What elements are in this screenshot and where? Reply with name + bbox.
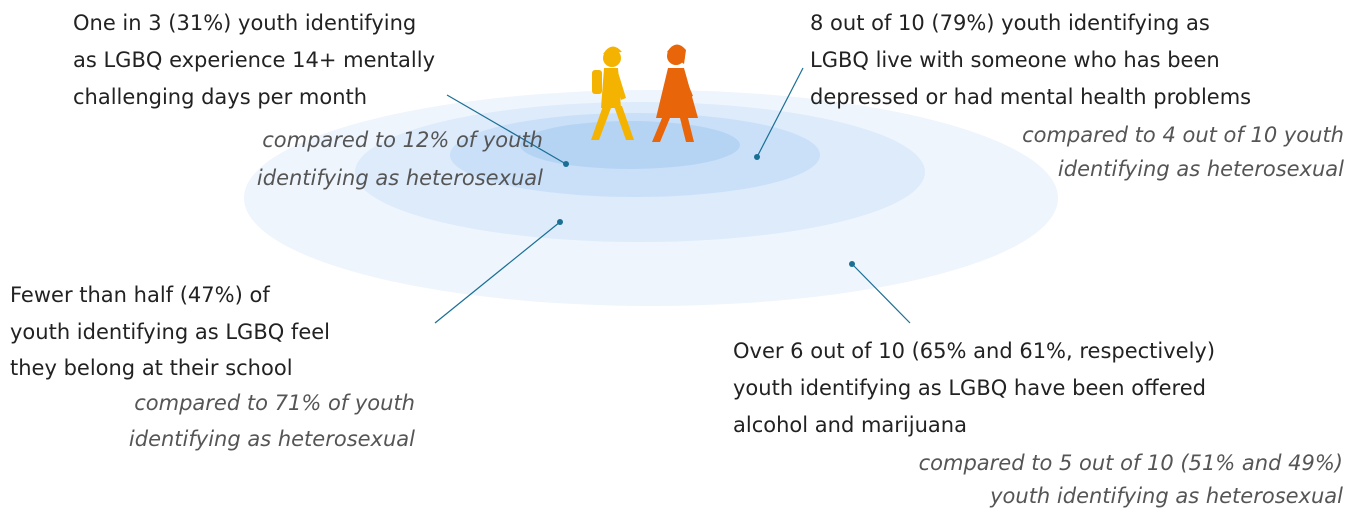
ripple (520, 121, 740, 169)
callout-text: depressed or had mental health problems (810, 85, 1251, 109)
callout-text: youth identifying as LGBQ have been offe… (733, 376, 1206, 400)
leader-dot (754, 154, 760, 160)
comparison-text: compared to 5 out of 10 (51% and 49%) (919, 451, 1343, 475)
callout-text: alcohol and marijuana (733, 413, 967, 437)
comparison-text: identifying as heterosexual (1058, 157, 1344, 181)
callout-4: Over 6 out of 10 (65% and 61%, respectiv… (733, 339, 1343, 508)
comparison-text: compared to 4 out of 10 youth (1022, 123, 1344, 147)
callout-text: they belong at their school (10, 356, 293, 380)
comparison-text: identifying as heterosexual (257, 166, 543, 190)
infographic: One in 3 (31%) youth identifying as LGBQ… (0, 0, 1354, 512)
callout-text: youth identifying as LGBQ feel (10, 320, 330, 344)
comparison-text: youth identifying as heterosexual (989, 484, 1343, 508)
leader-dot (557, 219, 563, 225)
callout-text: One in 3 (31%) youth identifying (73, 11, 416, 35)
callout-text: as LGBQ experience 14+ mentally (73, 48, 435, 72)
callout-text: LGBQ live with someone who has been (810, 48, 1220, 72)
leader-dot (563, 161, 569, 167)
callout-text: Over 6 out of 10 (65% and 61%, respectiv… (733, 339, 1215, 363)
comparison-text: compared to 12% of youth (262, 128, 543, 152)
leader-dot (849, 261, 855, 267)
comparison-text: compared to 71% of youth (134, 391, 415, 415)
ripples (244, 90, 1058, 306)
callout-text: Fewer than half (47%) of (10, 283, 270, 307)
comparison-text: identifying as heterosexual (129, 427, 415, 451)
callout-text: 8 out of 10 (79%) youth identifying as (810, 11, 1210, 35)
callout-3: Fewer than half (47%) of youth identifyi… (10, 283, 415, 451)
callout-text: challenging days per month (73, 85, 367, 109)
